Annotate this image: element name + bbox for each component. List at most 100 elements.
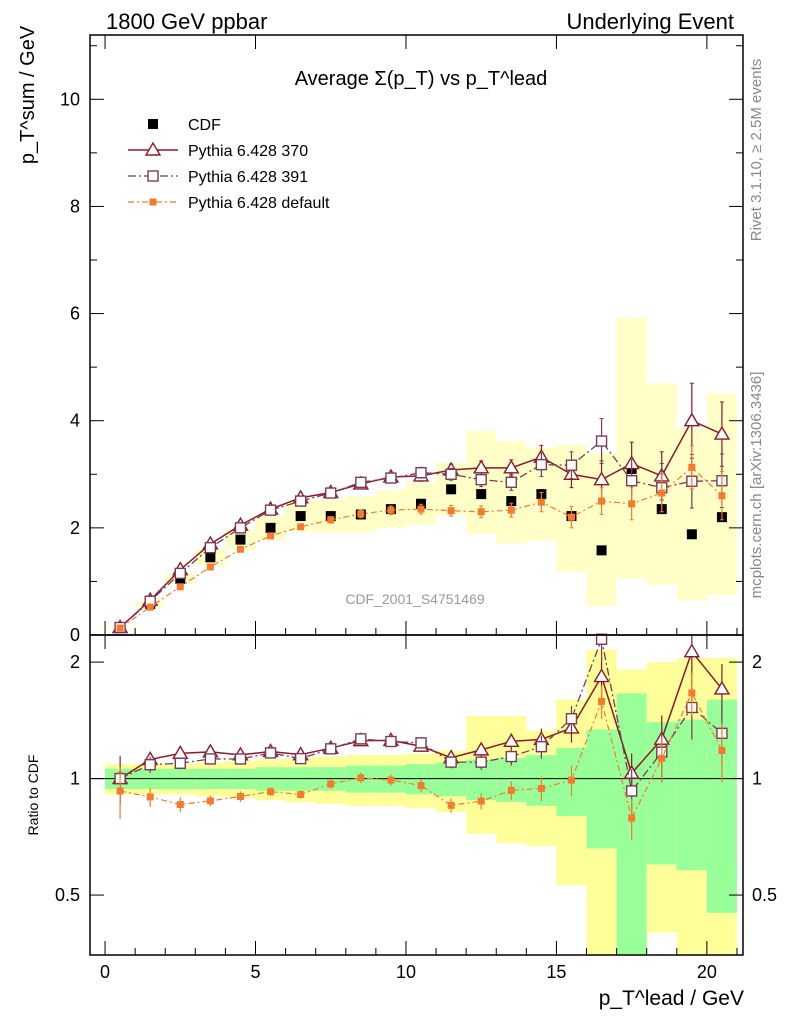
legend-label: Pythia 6.428 391 xyxy=(188,169,308,186)
data-point xyxy=(658,489,666,497)
ratio-band-green xyxy=(586,729,617,849)
ratio-point xyxy=(537,784,545,792)
data-point xyxy=(325,487,337,499)
data-point xyxy=(385,472,397,484)
ratio-point xyxy=(718,747,726,755)
header-right: Underlying Event xyxy=(566,9,734,34)
main-band-yellow xyxy=(496,440,527,544)
y-tick-label: 8 xyxy=(70,196,80,216)
data-point xyxy=(235,534,246,545)
data-point xyxy=(565,459,578,471)
ratio-point xyxy=(174,757,186,769)
ratio-point xyxy=(385,735,397,748)
data-point xyxy=(713,425,731,440)
ratio-point xyxy=(264,747,277,759)
ratio-point xyxy=(236,792,244,800)
ratio-point xyxy=(327,780,335,788)
header-left: 1800 GeV ppbar xyxy=(106,9,267,34)
data-point xyxy=(475,473,487,486)
ratio-plot-frame xyxy=(89,634,744,956)
data-point xyxy=(593,471,610,486)
data-point xyxy=(116,624,124,632)
data-point xyxy=(625,475,638,487)
ratio-point xyxy=(567,776,575,784)
ratio-point xyxy=(325,743,337,755)
ratio-tick-label: 1 xyxy=(70,769,80,789)
series-line xyxy=(119,440,722,628)
ratio-point xyxy=(294,752,307,765)
ratio-point xyxy=(116,787,124,795)
x-tick-label: 15 xyxy=(546,962,566,982)
ratio-point xyxy=(507,786,515,794)
data-point xyxy=(174,567,186,580)
ratio-point xyxy=(713,680,731,695)
ratio-point xyxy=(234,753,247,765)
data-point xyxy=(294,495,307,507)
analysis-watermark: CDF_2001_S4751469 xyxy=(345,591,485,607)
ratio-point xyxy=(206,797,214,805)
ratio-point xyxy=(505,750,517,763)
data-point xyxy=(387,506,395,514)
mcplots-info: mcplots.cern.ch [arXiv:1306.3436] xyxy=(748,372,765,599)
x-tick-label: 10 xyxy=(396,962,416,982)
ratio-point xyxy=(297,790,305,798)
rivet-info: Rivet 3.1.10, ≥ 2.5M events xyxy=(748,59,765,242)
data-point xyxy=(205,552,216,563)
ratio-point xyxy=(658,754,666,762)
data-point xyxy=(507,506,515,514)
data-point xyxy=(446,484,457,495)
data-point xyxy=(265,522,276,533)
ratio-series-line xyxy=(119,691,723,820)
data-point xyxy=(447,507,455,515)
data-point xyxy=(146,603,154,611)
data-point xyxy=(416,498,427,509)
data-point xyxy=(325,511,336,522)
ratio-point xyxy=(477,797,485,805)
ratio-tick-label-right: 1 xyxy=(752,769,762,789)
y-tick-label: 10 xyxy=(60,89,80,109)
data-point xyxy=(477,508,485,516)
data-point xyxy=(264,504,277,516)
data-point xyxy=(415,466,427,479)
data-point xyxy=(567,513,575,521)
x-axis-label: p_T^lead / GeV xyxy=(599,987,744,1010)
data-point xyxy=(476,489,487,500)
ratio-point xyxy=(475,756,487,768)
legend-marker xyxy=(149,198,157,206)
ratio-tick-label: 2 xyxy=(70,652,80,672)
legend: CDF Pythia 6.428 370 Pythia 6.428 391 Pythi… xyxy=(128,117,330,212)
ratio-point xyxy=(598,697,606,705)
legend-label: Pythia 6.428 370 xyxy=(188,143,308,160)
ratio-point xyxy=(535,740,548,753)
ratio-point xyxy=(503,732,520,748)
ratio-tick-label: 0.5 xyxy=(55,885,80,905)
data-point xyxy=(535,458,548,471)
ratio-point xyxy=(683,643,701,658)
data-point xyxy=(503,459,520,474)
ratio-band-green xyxy=(676,719,707,871)
ratio-point xyxy=(357,774,365,782)
data-point xyxy=(357,510,365,518)
data-point xyxy=(628,500,636,508)
data-point xyxy=(506,496,517,507)
ratio-point xyxy=(146,793,154,801)
ratio-point xyxy=(204,753,217,765)
chart-title: Average Σ(p_T) vs p_T^lead xyxy=(295,68,548,90)
data-point xyxy=(598,497,606,505)
legend-label: Pythia 6.428 default xyxy=(188,195,330,212)
data-point xyxy=(236,545,244,553)
y-tick-label: 6 xyxy=(70,304,80,324)
data-point xyxy=(718,492,726,500)
data-point xyxy=(686,529,697,540)
ratio-point xyxy=(417,782,425,790)
legend-label: CDF xyxy=(188,117,221,134)
ratio-point xyxy=(387,776,395,784)
data-point xyxy=(206,563,214,571)
x-tick-label: 5 xyxy=(250,962,260,982)
ratio-point xyxy=(625,785,638,797)
ratio-point xyxy=(628,814,636,822)
data-point xyxy=(445,468,457,480)
data-point xyxy=(683,412,701,427)
ratio-point xyxy=(176,800,184,808)
